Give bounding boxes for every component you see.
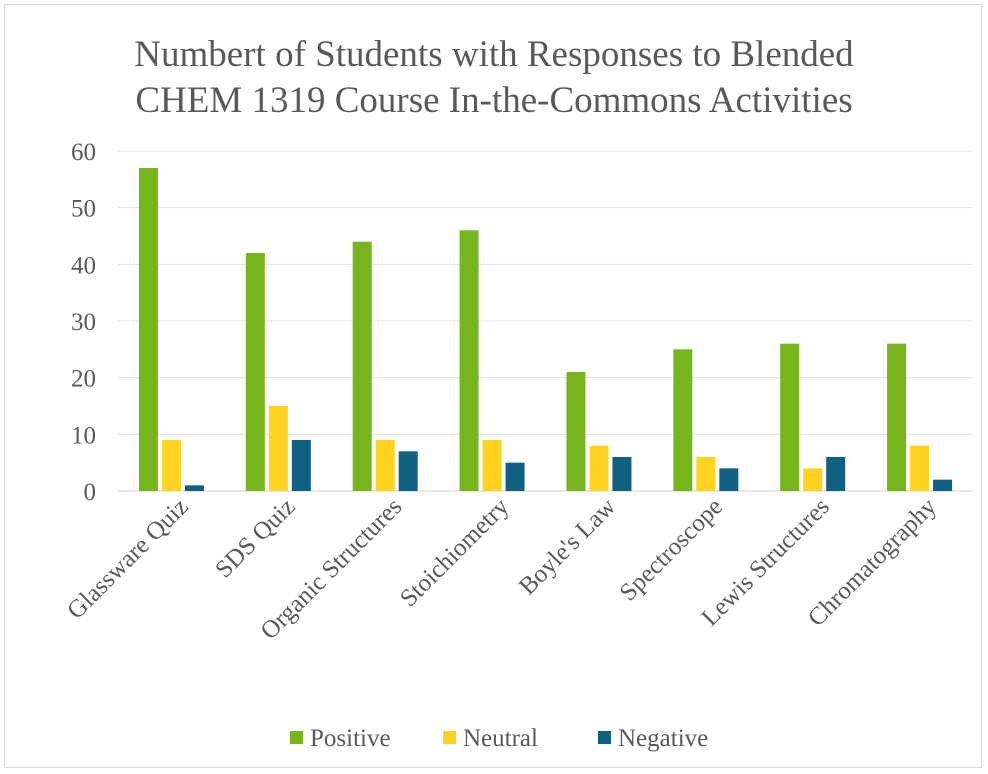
bar-negative-5 xyxy=(719,468,739,491)
bar-positive-0 xyxy=(138,168,158,491)
legend: Positive Neutral Negative xyxy=(290,725,708,752)
y-tick-label: 10 xyxy=(71,422,96,449)
legend-label-negative: Negative xyxy=(618,725,708,752)
bar-positive-3 xyxy=(459,230,479,492)
bar-positive-1 xyxy=(245,253,265,491)
bar-negative-7 xyxy=(933,479,953,491)
bar-negative-1 xyxy=(291,440,311,491)
chart-frame xyxy=(4,4,982,768)
bar-negative-2 xyxy=(398,451,418,491)
legend-swatch-negative xyxy=(598,731,611,744)
bar-positive-7 xyxy=(887,343,907,491)
x-category-label: Glassware Quiz xyxy=(62,493,194,625)
legend-swatch-neutral xyxy=(443,731,456,744)
y-tick-label: 60 xyxy=(71,139,96,166)
legend-label-positive: Positive xyxy=(310,725,391,752)
legend-swatch-positive xyxy=(290,731,303,744)
x-category-label: SDS Quiz xyxy=(210,493,300,583)
y-tick-label: 40 xyxy=(71,252,96,279)
chart-title-line-2: CHEM 1319 Course In-the-Commons Activiti… xyxy=(135,80,852,121)
bar-neutral-2 xyxy=(375,440,395,491)
x-category-label: Boyle's Law xyxy=(514,493,621,600)
bar-negative-6 xyxy=(826,457,846,491)
chart-title: Numbert of Students with Responses to Bl… xyxy=(134,34,854,121)
bar-positive-2 xyxy=(352,241,372,491)
bar-neutral-7 xyxy=(910,445,930,491)
x-category-label: Stoichiometry xyxy=(395,493,515,613)
bar-positive-6 xyxy=(780,343,800,491)
y-tick-label: 0 xyxy=(84,479,97,506)
legend-label-neutral: Neutral xyxy=(463,725,538,752)
bar-positive-5 xyxy=(673,349,693,491)
bar-negative-3 xyxy=(505,462,525,491)
y-tick-label: 50 xyxy=(71,196,96,223)
bar-positive-4 xyxy=(566,372,586,491)
bars xyxy=(138,168,953,492)
bar-negative-0 xyxy=(184,485,204,491)
bar-neutral-4 xyxy=(589,445,609,491)
y-tick-label: 20 xyxy=(71,366,96,393)
y-tick-label: 30 xyxy=(71,309,96,336)
x-category-label: Spectroscope xyxy=(615,493,728,606)
y-axis-tick-labels: 0 10 20 30 40 50 60 xyxy=(71,139,96,506)
chart-title-line-1: Numbert of Students with Responses to Bl… xyxy=(134,34,854,75)
bar-neutral-0 xyxy=(161,440,181,491)
bar-neutral-5 xyxy=(696,457,716,491)
bar-negative-4 xyxy=(612,457,632,491)
bar-neutral-1 xyxy=(268,406,288,491)
bar-neutral-6 xyxy=(803,468,823,491)
bar-neutral-3 xyxy=(482,440,502,491)
